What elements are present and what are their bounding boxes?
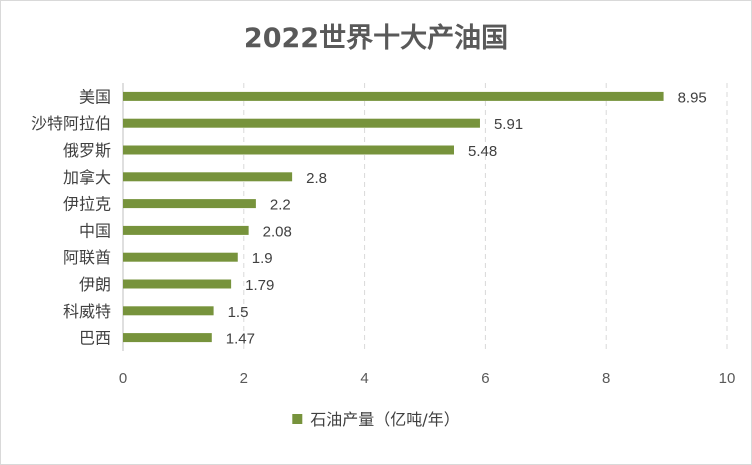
legend-label: 石油产量（亿吨/年）	[310, 410, 459, 429]
x-tick-label: 2	[240, 370, 248, 387]
legend-swatch	[292, 414, 303, 424]
category-label: 伊朗	[79, 275, 111, 294]
x-tick-label: 10	[719, 370, 736, 387]
bars	[123, 91, 664, 343]
category-label: 美国	[79, 87, 111, 106]
bar	[123, 145, 454, 155]
category-label: 伊拉克	[63, 195, 111, 214]
x-axis-ticks: 0 2 4 6 8 10	[119, 370, 736, 387]
data-label: 1.9	[252, 250, 273, 267]
category-label: 阿联酋	[63, 248, 111, 267]
data-labels: 8.95 5.91 5.48 2.8 2.2 2.08 1.9 1.79 1.5 1.47	[226, 89, 707, 347]
category-label: 加拿大	[63, 168, 111, 187]
x-tick-label: 4	[360, 370, 368, 387]
bar	[123, 199, 256, 209]
x-tick-label: 0	[119, 370, 127, 387]
chart-title: 2022世界十大产油国	[244, 23, 508, 54]
category-label: 俄罗斯	[63, 141, 111, 160]
bar	[123, 306, 214, 316]
category-label: 中国	[79, 221, 111, 240]
data-label: 2.2	[270, 197, 291, 214]
bar	[123, 279, 232, 289]
data-label: 2.8	[306, 170, 327, 187]
data-label: 1.79	[245, 277, 274, 294]
bar	[123, 252, 238, 262]
bar	[123, 225, 249, 235]
data-label: 5.91	[494, 116, 523, 133]
x-tick-label: 8	[602, 370, 610, 387]
data-label: 5.48	[468, 143, 497, 160]
bar	[123, 172, 293, 182]
bar	[123, 118, 480, 128]
category-label: 沙特阿拉伯	[31, 114, 111, 133]
legend: 石油产量（亿吨/年）	[292, 410, 460, 429]
bar	[123, 91, 664, 101]
bar	[123, 333, 212, 343]
x-tick-label: 6	[481, 370, 489, 387]
data-label: 1.5	[228, 304, 249, 321]
category-label: 巴西	[79, 329, 111, 348]
data-label: 2.08	[263, 223, 292, 240]
category-label: 科威特	[63, 302, 111, 321]
data-label: 1.47	[226, 331, 255, 348]
data-label: 8.95	[678, 89, 707, 106]
